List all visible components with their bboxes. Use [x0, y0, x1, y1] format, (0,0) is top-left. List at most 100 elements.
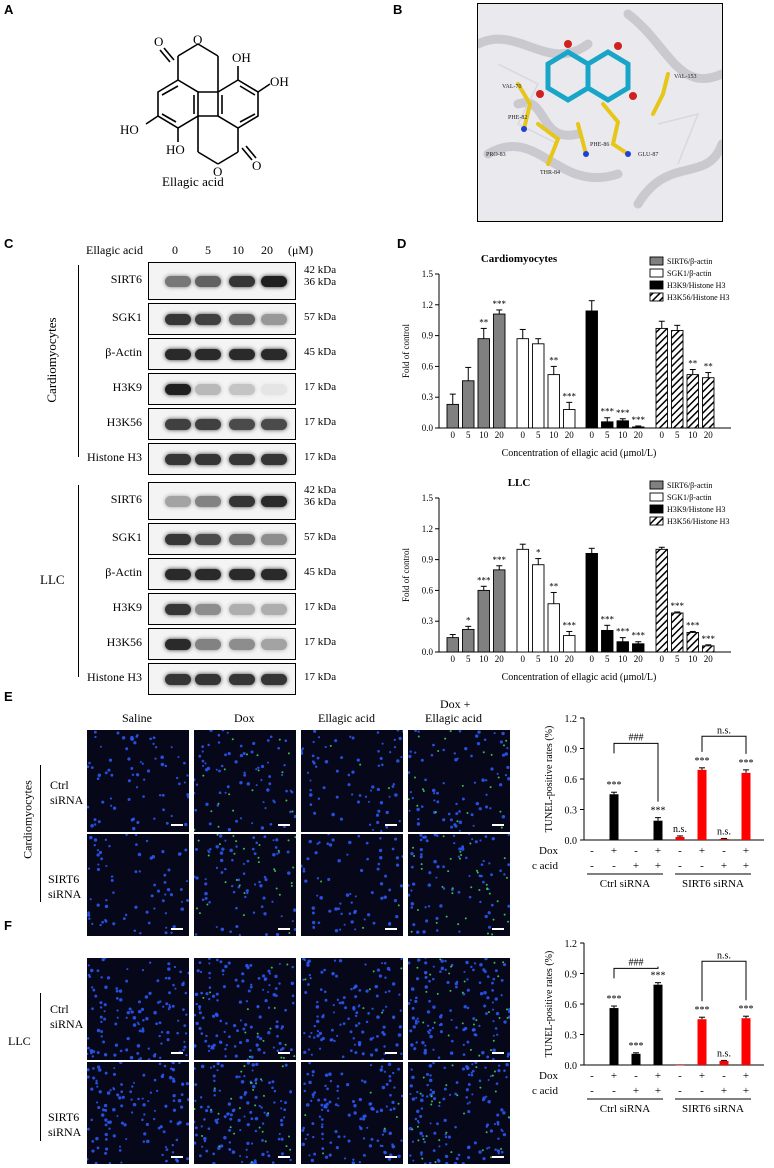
bar	[493, 569, 506, 653]
col-dox-ellagic-1: Dox +	[440, 697, 471, 711]
tunel-dot	[486, 888, 489, 891]
nucleus-dot	[239, 754, 244, 758]
col-saline: Saline	[122, 711, 152, 725]
nucleus-dot	[219, 834, 223, 838]
nucleus-dot	[397, 1154, 401, 1159]
nucleus-dot	[335, 795, 339, 799]
nucleus-dot	[200, 1064, 205, 1069]
nucleus-dot	[176, 1031, 179, 1035]
micrograph-cells	[194, 834, 296, 936]
nucleus-dot	[228, 1141, 232, 1144]
nucleus-dot	[467, 1155, 471, 1160]
nucleus-dot	[383, 1070, 386, 1073]
nucleus-dot	[100, 1020, 103, 1024]
nucleus-dot	[497, 1064, 501, 1067]
nucleus-dot	[491, 981, 494, 985]
nucleus-dot	[139, 1057, 143, 1060]
nucleus-dot	[242, 751, 246, 755]
col-ellagic: Ellagic acid	[318, 711, 375, 725]
nucleus-dot	[195, 876, 199, 880]
e-row-ctrl: Ctrl siRNA	[50, 778, 83, 808]
nucleus-dot	[484, 835, 488, 838]
nucleus-dot	[409, 1084, 413, 1088]
residue-val153: VAL-153	[674, 74, 697, 80]
nucleus-dot	[275, 838, 279, 842]
nucleus-dot	[417, 1020, 420, 1023]
nucleus-dot	[419, 855, 423, 859]
y-tick-label: 0.3	[422, 392, 434, 402]
tunel-dot	[282, 1057, 285, 1060]
llc-blot-label-0: SIRT6	[110, 492, 142, 506]
nucleus-dot	[357, 834, 361, 838]
scale-bar	[278, 1156, 290, 1158]
nucleus-dot	[379, 882, 384, 886]
nucleus-dot	[417, 817, 420, 821]
nucleus-dot	[466, 988, 470, 992]
nucleus-dot	[395, 856, 400, 860]
nucleus-dot	[312, 1135, 315, 1139]
nucleus-dot	[235, 924, 239, 929]
cardio-band-1-2	[229, 314, 255, 325]
nucleus-dot	[116, 1093, 120, 1097]
nucleus-dot	[447, 1135, 451, 1139]
nucleus-dot	[458, 810, 461, 813]
tunel-bar	[631, 840, 641, 841]
nucleus-dot	[249, 1110, 253, 1114]
nucleus-dot	[433, 1131, 437, 1135]
nucleus-dot	[496, 772, 499, 775]
nucleus-dot	[147, 1047, 150, 1050]
nucleus-dot	[212, 1074, 216, 1078]
tunel-dot	[257, 769, 260, 772]
nucleus-dot	[324, 745, 327, 749]
nucleus-dot	[146, 1139, 150, 1144]
nucleus-dot	[98, 1090, 102, 1094]
nucleus-dot	[254, 1116, 259, 1121]
nucleus-dot	[489, 1129, 494, 1133]
ellagic-sign: +	[721, 860, 727, 872]
nucleus-dot	[247, 989, 251, 993]
bar	[671, 330, 684, 429]
nucleus-dot	[267, 1006, 271, 1009]
nucleus-dot	[255, 1062, 259, 1066]
nucleus-dot	[438, 1145, 441, 1148]
tunel-dot	[286, 963, 289, 966]
nucleus-dot	[219, 851, 224, 855]
nucleus-dot	[172, 983, 175, 987]
llc-band-5-0	[165, 674, 191, 685]
f-row-ctrl: Ctrl siRNA	[50, 1002, 83, 1032]
tunel-dot	[246, 1008, 249, 1011]
y-tick-label: 1.2	[422, 300, 433, 310]
nucleus-dot	[496, 1149, 501, 1153]
significance-label: ***	[607, 994, 622, 1005]
nucleus-dot	[156, 1089, 159, 1093]
nucleus-dot	[379, 801, 384, 805]
ellagic-sign: -	[678, 860, 682, 872]
nucleus-dot	[432, 965, 435, 968]
legend-label: SGK1/β-actin	[667, 493, 712, 502]
nucleus-dot	[164, 976, 168, 980]
nucleus-dot	[97, 820, 101, 824]
nucleus-dot	[224, 1055, 227, 1058]
nucleus-dot	[368, 1144, 373, 1148]
tunel-dot	[369, 1091, 372, 1094]
nucleus-dot	[275, 933, 280, 936]
nucleus-dot	[243, 773, 247, 777]
nucleus-dot	[164, 912, 167, 915]
nucleus-dot	[165, 1148, 169, 1151]
tunel-dot	[217, 825, 220, 828]
nucleus-dot	[334, 1130, 338, 1134]
significance-label: ***	[607, 780, 622, 791]
tunel-dot	[202, 996, 205, 999]
nucleus-dot	[153, 907, 156, 910]
nucleus-dot	[466, 1067, 470, 1070]
tunel-dot	[290, 884, 293, 887]
nucleus-dot	[324, 760, 329, 764]
nucleus-dot	[362, 1117, 366, 1121]
nucleus-dot	[168, 991, 171, 995]
nucleus-dot	[344, 1006, 348, 1010]
nucleus-dot	[112, 922, 116, 926]
nucleus-dot	[374, 1048, 379, 1052]
nucleus-dot	[490, 767, 494, 771]
tunel-dot	[329, 744, 332, 747]
llc-band-1-3	[261, 534, 287, 545]
